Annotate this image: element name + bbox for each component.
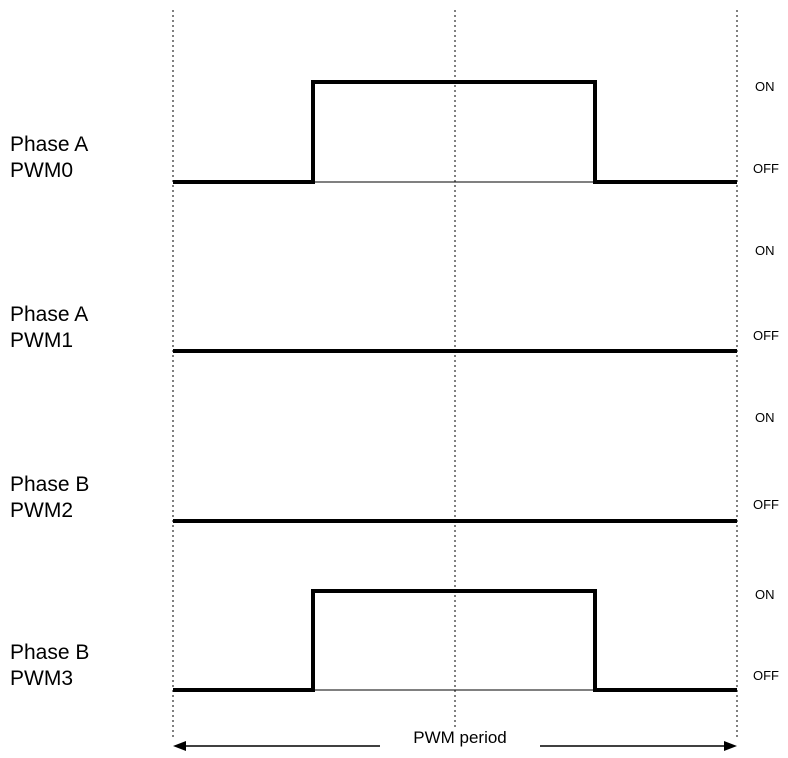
off-label-2: OFF <box>753 497 779 512</box>
channel-label-1: Phase A PWM1 <box>10 302 88 354</box>
arrow-right-head <box>724 741 737 751</box>
channel-phase-0: Phase A <box>10 133 89 156</box>
on-label-0: ON <box>755 79 775 94</box>
waveform-0 <box>173 80 737 184</box>
channel-pwm-0: PWM0 <box>10 159 73 182</box>
on-label-3: ON <box>755 587 775 602</box>
arrow-left-head <box>173 741 186 751</box>
on-label-2: ON <box>755 410 775 425</box>
channel-phase-2: Phase B <box>10 473 90 496</box>
on-label-1: ON <box>755 243 775 258</box>
channel-pwm-1: PWM1 <box>10 329 73 352</box>
off-label-1: OFF <box>753 328 779 343</box>
pwm-period-label: PWM period <box>380 728 540 748</box>
off-label-0: OFF <box>753 161 779 176</box>
channel-label-3: Phase B PWM3 <box>10 640 89 692</box>
waveform-3 <box>173 589 737 692</box>
channel-pwm-2: PWM2 <box>10 499 73 522</box>
channel-phase-3: Phase B <box>10 641 90 664</box>
waveforms <box>173 80 737 692</box>
channel-pwm-3: PWM3 <box>10 667 73 690</box>
channel-label-0: Phase A PWM0 <box>10 132 88 184</box>
channel-label-2: Phase B PWM2 <box>10 472 89 524</box>
off-label-3: OFF <box>753 668 779 683</box>
channel-phase-1: Phase A <box>10 303 89 326</box>
